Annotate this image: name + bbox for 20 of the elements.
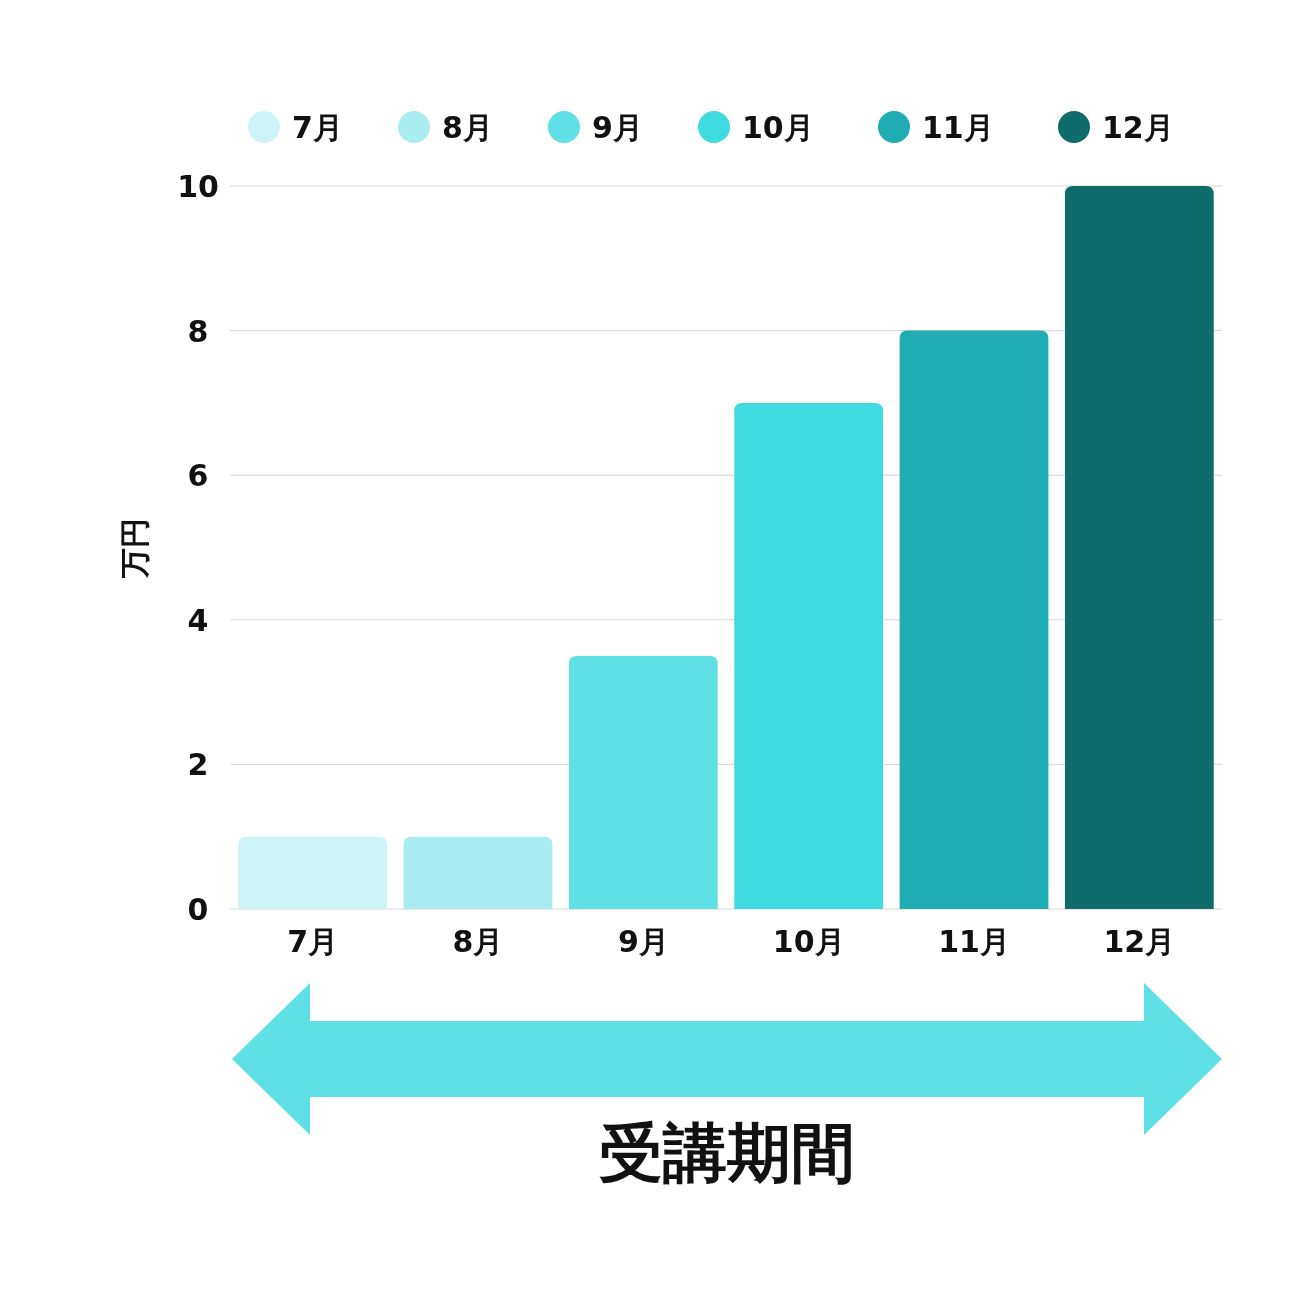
legend-label: 8月 [442,110,493,145]
y-tick-label: 10 [177,169,219,204]
x-tick-label: 9月 [617,924,669,959]
legend-label: 9月 [592,110,643,145]
x-tick-label: 12月 [1103,924,1176,959]
x-tick-label: 7月 [287,924,339,959]
legend-label: 10月 [742,110,814,145]
y-tick-label: 6 [187,458,209,494]
legend-label: 7月 [292,110,343,145]
y-tick-label: 2 [187,747,209,783]
y-tick-label: 4 [187,602,209,638]
y-tick-label: 8 [187,313,209,349]
y-tick-label: 0 [187,892,209,927]
x-axis-title: 受講期間 [599,1116,855,1190]
x-tick-label: 11月 [938,924,1010,959]
x-tick-label: 8月 [452,924,504,959]
legend-label: 11月 [922,110,994,145]
x-tick-label: 10月 [772,924,845,959]
legend-label: 12月 [1102,110,1174,145]
y-axis-title: 万円 [117,518,152,579]
